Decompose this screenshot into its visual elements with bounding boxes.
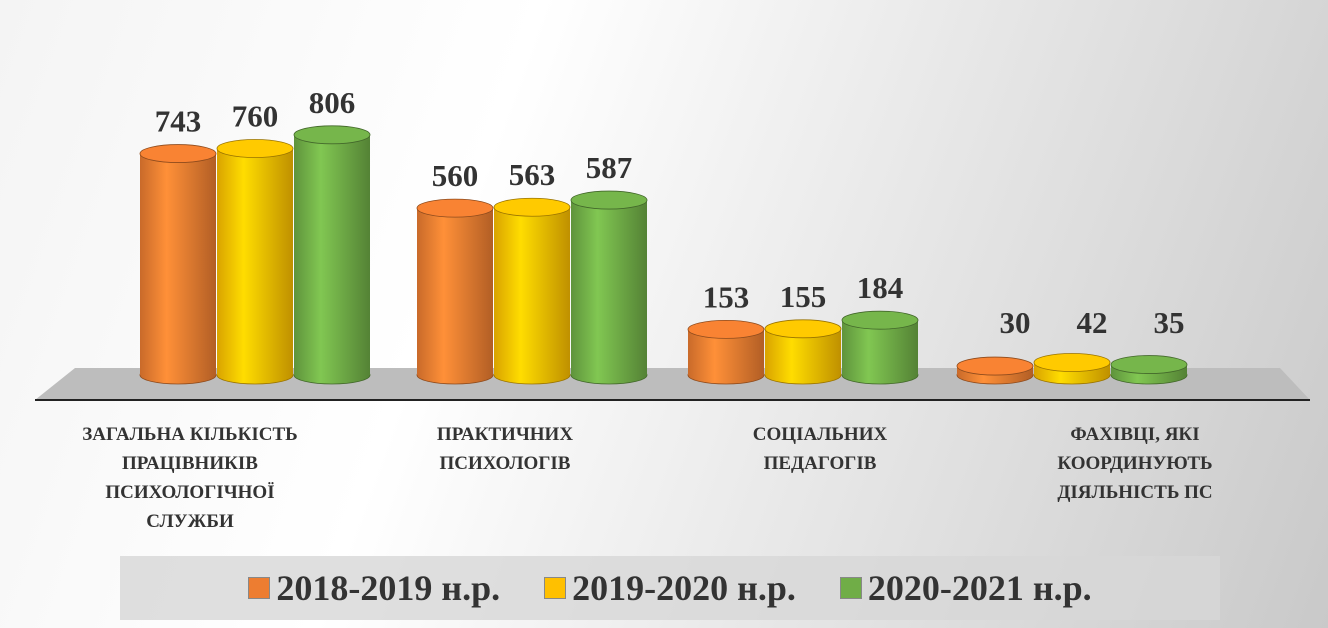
bar-top xyxy=(1033,353,1111,372)
legend-label: 2018-2019 н.р. xyxy=(276,568,501,608)
bar-top xyxy=(493,197,571,217)
bar-top xyxy=(687,320,765,339)
bar xyxy=(841,310,919,385)
data-label: 35 xyxy=(1154,305,1185,340)
bar xyxy=(493,197,571,385)
bar xyxy=(139,144,217,385)
bar-body xyxy=(217,148,293,375)
data-label: 743 xyxy=(155,104,202,139)
bar-top xyxy=(764,319,842,339)
legend-item: 2019-2020 н.р. xyxy=(544,567,796,609)
bar-body xyxy=(294,134,370,375)
bar xyxy=(1033,353,1111,385)
bar-top xyxy=(841,310,919,330)
legend: 2018-2019 н.р. 2019-2020 н.р. 2020-2021 н.… xyxy=(120,556,1220,620)
bar xyxy=(956,356,1034,385)
bar-top xyxy=(570,190,648,210)
x-tick-label: СОЦІАЛЬНИХ ПЕДАГОГІВ xyxy=(752,424,888,474)
data-label: 153 xyxy=(703,279,750,314)
bar xyxy=(416,198,494,385)
bar xyxy=(764,319,842,385)
bar xyxy=(216,139,294,385)
data-label: 806 xyxy=(309,85,356,120)
legend-swatch xyxy=(248,577,271,599)
bar-top xyxy=(416,198,494,218)
bar-body xyxy=(571,200,647,375)
bar-body xyxy=(494,207,570,375)
legend-label: 2020-2021 н.р. xyxy=(867,568,1092,608)
legend-swatch xyxy=(544,577,567,599)
bar-top xyxy=(1110,355,1188,374)
x-tick-label: ПРАКТИЧНИХ ПСИХОЛОГІВ xyxy=(436,424,574,474)
bar xyxy=(1110,355,1188,385)
bar-top xyxy=(216,139,294,158)
bar-top xyxy=(293,125,371,145)
bar-top xyxy=(956,356,1034,376)
x-tick-label: ФАХІВЦІ, ЯКІ КООРДИНУЮТЬ ДІЯЛЬНІСТЬ ПС xyxy=(1057,424,1213,503)
bar xyxy=(570,190,648,385)
legend-item: 2018-2019 н.р. xyxy=(248,567,500,609)
data-label: 760 xyxy=(232,99,279,134)
bar xyxy=(687,320,765,385)
bar-body xyxy=(140,153,216,375)
legend-label: 2019-2020 н.р. xyxy=(572,568,796,608)
bar-body xyxy=(417,208,493,375)
data-label: 155 xyxy=(780,279,827,314)
legend-item: 2020-2021 н.р. xyxy=(839,567,1092,609)
legend-swatch xyxy=(839,577,862,599)
data-label: 587 xyxy=(586,150,633,185)
data-label: 560 xyxy=(432,158,479,193)
data-label: 563 xyxy=(509,157,556,192)
data-label: 30 xyxy=(1000,305,1031,340)
data-label: 42 xyxy=(1077,305,1108,340)
data-label: 184 xyxy=(857,270,904,305)
x-tick-label: ЗАГАЛЬНА КІЛЬКІСТЬ ПРАЦІВНИКІВ ПСИХОЛОГІ… xyxy=(82,424,298,532)
bar xyxy=(293,125,371,385)
bar-top xyxy=(139,144,217,163)
